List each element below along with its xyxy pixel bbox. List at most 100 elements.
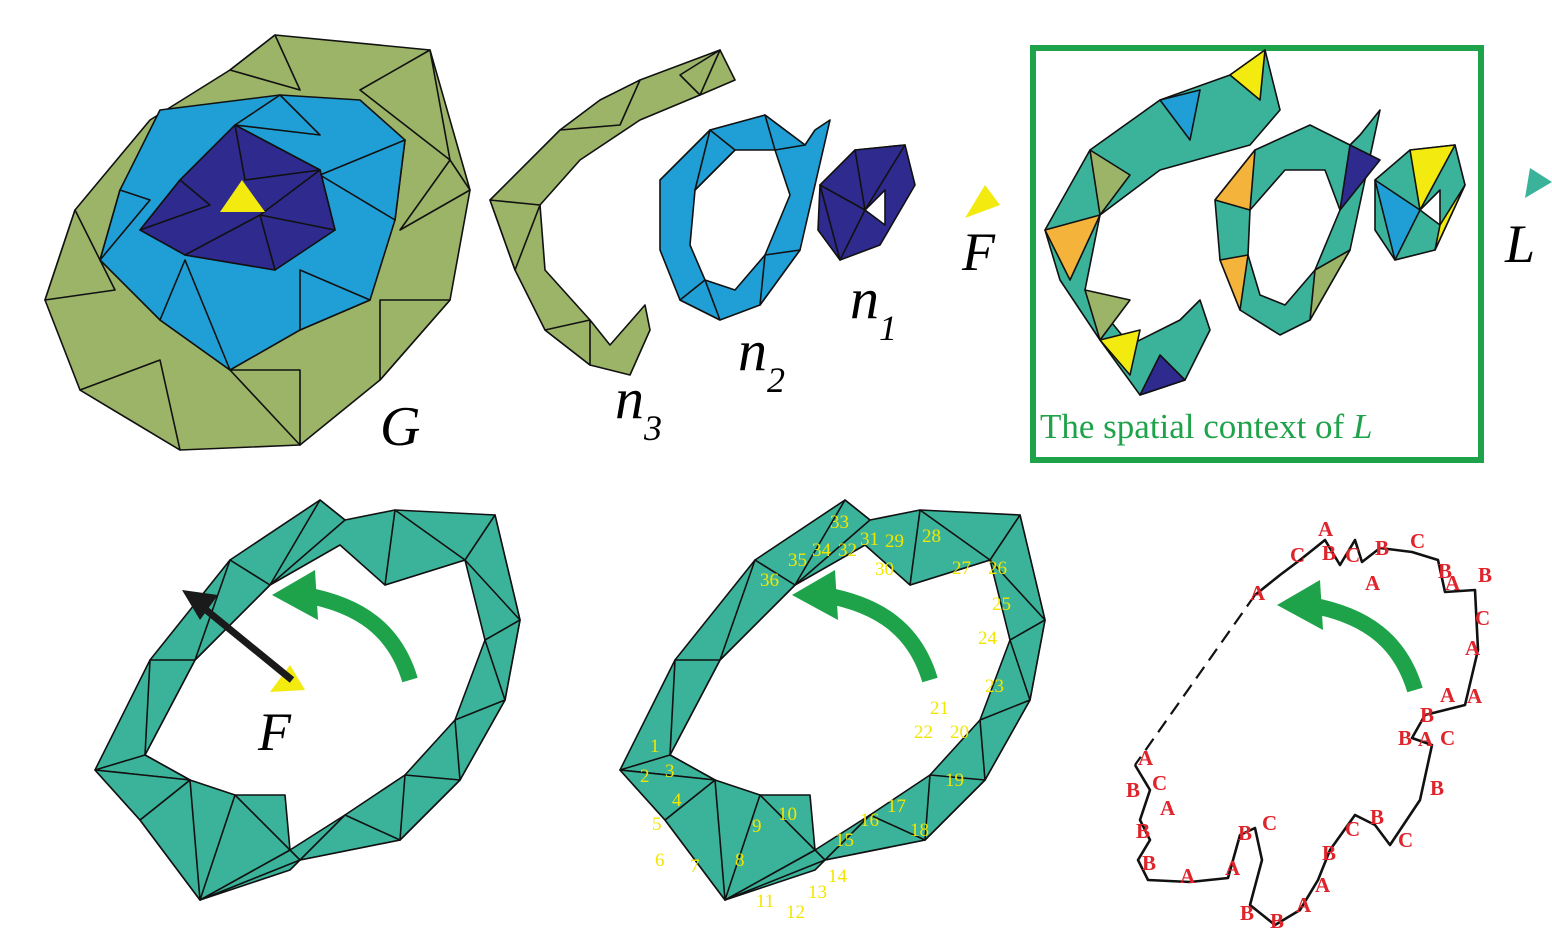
- facet-number: 36: [760, 570, 779, 591]
- facet-number: 15: [835, 830, 854, 851]
- facet-number: 30: [875, 559, 894, 580]
- facet-number: 16: [860, 810, 879, 831]
- facet-number: 9: [752, 816, 762, 837]
- blue-facet: [694, 129, 736, 191]
- green-curved-arrow: [1308, 597, 1423, 693]
- olive-facet: [679, 49, 721, 96]
- olive-facet: [359, 49, 451, 161]
- ring-n2: [659, 114, 831, 321]
- contour-gap-dashed: [1134, 594, 1256, 766]
- navy-facet: [819, 184, 866, 261]
- black-direction-arrow: [197, 602, 295, 683]
- teal-facet: [454, 699, 506, 781]
- facet-number: 18: [910, 820, 929, 841]
- facet-number: 21: [930, 698, 949, 719]
- context-facet-yellow: [1409, 144, 1456, 211]
- contour-letter: A: [1180, 864, 1196, 888]
- facet-number: 20: [950, 722, 969, 743]
- blue-facet: [319, 139, 406, 221]
- facet-number: 12: [786, 902, 805, 923]
- green-arrowhead-icon: [1277, 580, 1323, 630]
- teal-facet: [269, 499, 346, 586]
- blue-facet: [764, 114, 806, 151]
- olive-facet: [229, 369, 301, 446]
- context-facet-yellow: [1434, 184, 1466, 251]
- contour-letter: A: [1445, 571, 1461, 595]
- contour-letter: A: [1318, 517, 1334, 541]
- contour-letter: B: [1478, 563, 1492, 587]
- teal-facet: [299, 814, 401, 861]
- teal-facet: [989, 514, 1046, 621]
- contour-letter: B: [1438, 559, 1452, 583]
- contour-letter: C: [1475, 606, 1490, 630]
- contour-letter: B: [1322, 841, 1336, 865]
- context-facet-blue: [1159, 89, 1201, 141]
- contour-letter: C: [1262, 811, 1277, 835]
- facet-number: 5: [652, 814, 662, 835]
- focal-facet: [220, 180, 265, 212]
- context-facet-olive: [1089, 149, 1131, 216]
- label-n2: n2: [738, 318, 785, 400]
- context-facet-orange: [1219, 254, 1249, 311]
- contour-letter: A: [1440, 683, 1456, 707]
- facet-number: 32: [838, 540, 857, 561]
- facet-number: 10: [778, 804, 797, 825]
- contour-letter: A: [1138, 746, 1154, 770]
- contour-letter: B: [1238, 821, 1252, 845]
- facet-number: 34: [812, 540, 832, 561]
- contour-letter: A: [1465, 636, 1481, 660]
- contour-letter: A: [1467, 684, 1483, 708]
- context-caption: The spatial context of L: [1040, 407, 1372, 446]
- label-n1: n1: [850, 266, 897, 348]
- contour-letter: B: [1420, 703, 1434, 727]
- facet-number: 13: [808, 882, 827, 903]
- facet-number: 19: [945, 770, 964, 791]
- blue-facet: [159, 259, 231, 371]
- contour-letter: C: [1345, 543, 1360, 567]
- contour-letter: C: [1410, 529, 1425, 553]
- olive-facet: [229, 34, 301, 91]
- olive-facet: [79, 359, 181, 451]
- facet-f-top: F: [961, 185, 1000, 282]
- facet-number: 22: [914, 722, 933, 743]
- context-facet-navy: [1139, 354, 1186, 396]
- blue-facet: [99, 189, 151, 261]
- contour-letter: B: [1370, 805, 1384, 829]
- green-arrowhead-icon: [272, 570, 318, 620]
- facet-number: 14: [828, 866, 848, 887]
- facet-number: 7: [690, 856, 700, 877]
- contour-letter: B: [1142, 851, 1156, 875]
- label-f-bottom: F: [257, 702, 292, 762]
- green-curved-arrow: [303, 587, 418, 683]
- panel-g: G: [44, 34, 471, 458]
- teal-facet: [719, 559, 796, 661]
- green-curved-arrow: [823, 587, 938, 683]
- label-g: G: [380, 396, 420, 458]
- teal-facet: [924, 774, 986, 841]
- context-facet-orange: [1214, 149, 1256, 211]
- navy-hole: [864, 189, 886, 226]
- label-n3: n3: [615, 366, 662, 448]
- navy-facet: [139, 179, 211, 231]
- facet-number: 17: [887, 796, 906, 817]
- facet-number: 26: [988, 558, 1007, 579]
- context-facet-yellow: [1229, 49, 1266, 101]
- contour-letter: B: [1136, 819, 1150, 843]
- context-frame: [1030, 45, 1484, 463]
- facet-number: 33: [830, 512, 849, 533]
- facet-number: 4: [672, 790, 682, 811]
- olive-facet: [559, 79, 641, 131]
- navy-facet: [259, 169, 336, 231]
- olive-facet: [544, 319, 591, 366]
- contour-letter: C: [1152, 771, 1167, 795]
- blue-facet: [759, 249, 801, 306]
- panel-rings: n1 n2 n3: [489, 49, 916, 448]
- facet-number: 31: [860, 529, 879, 550]
- context-hole: [1419, 189, 1441, 226]
- olive-facet: [399, 159, 471, 231]
- contour-line: [1133, 538, 1480, 927]
- contour-letter: C: [1398, 828, 1413, 852]
- contour-letter: B: [1322, 541, 1336, 565]
